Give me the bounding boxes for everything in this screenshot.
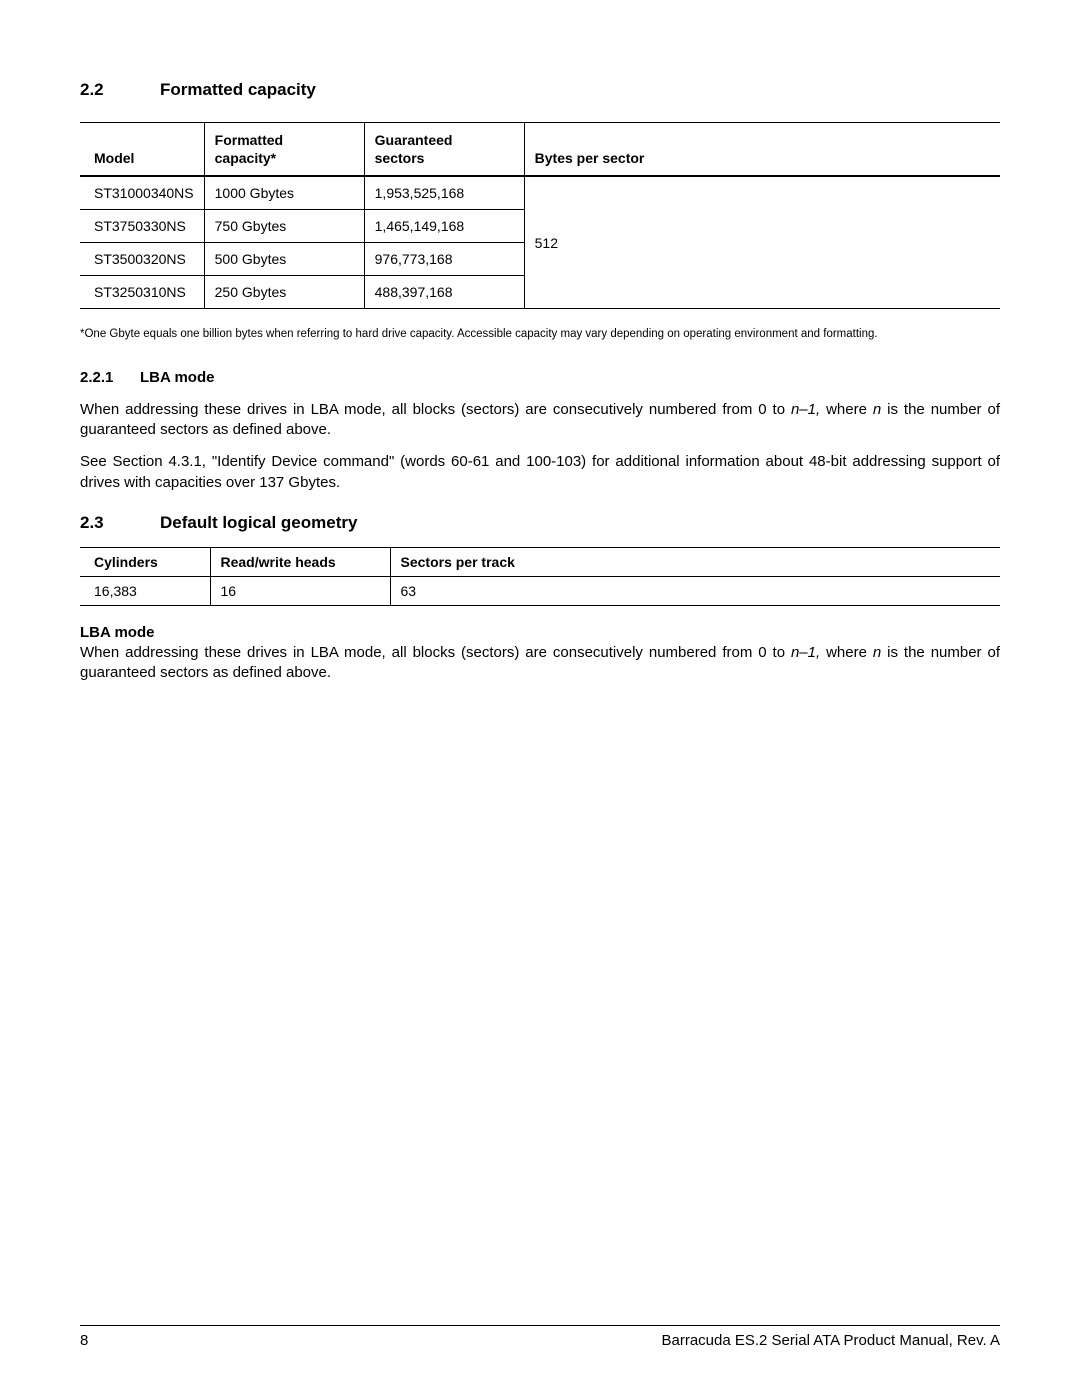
section-2-2-1-number: 2.2.1: [80, 369, 140, 386]
col-model-header: Model: [80, 123, 204, 177]
lba-para-pre: When addressing these drives in LBA mode…: [80, 401, 791, 418]
lba-para2-pre: When addressing these drives in LBA mode…: [80, 644, 791, 661]
lba-para2-n1: n–1,: [791, 644, 820, 661]
table-row: 16,383 16 63: [80, 576, 1000, 605]
cell-sectors: 976,773,168: [364, 243, 524, 276]
col-bps-header-text: Bytes per sector: [535, 149, 990, 167]
cell-capacity: 750 Gbytes: [204, 210, 364, 243]
page-number: 8: [80, 1332, 88, 1349]
cell-model: ST3750330NS: [80, 210, 204, 243]
see-section-paragraph: See Section 4.3.1, "Identify Device comm…: [80, 452, 1000, 493]
col-sectors-header-l2: sectors: [375, 149, 514, 167]
lba-paragraph-1: When addressing these drives in LBA mode…: [80, 400, 1000, 441]
section-2-2-1-heading: 2.2.1LBA mode: [80, 369, 1000, 386]
section-2-3-title: Default logical geometry: [160, 513, 357, 532]
cell-capacity: 250 Gbytes: [204, 276, 364, 309]
cell-sectors: 1,953,525,168: [364, 176, 524, 210]
cell-bytes-per-sector: 512: [524, 176, 1000, 309]
page-container: 2.2Formatted capacity Model Formatted ca…: [0, 0, 1080, 1397]
formatted-capacity-table: Model Formatted capacity* Guaranteed sec…: [80, 122, 1000, 309]
section-2-3-heading: 2.3Default logical geometry: [80, 513, 1000, 533]
col-capacity-header-l1: Formatted: [215, 131, 354, 149]
cell-sectors: 488,397,168: [364, 276, 524, 309]
section-2-2-1-title: LBA mode: [140, 369, 214, 386]
cell-capacity: 1000 Gbytes: [204, 176, 364, 210]
table-row: ST31000340NS 1000 Gbytes 1,953,525,168 5…: [80, 176, 1000, 210]
cell-capacity: 500 Gbytes: [204, 243, 364, 276]
capacity-footnote: *One Gbyte equals one billion bytes when…: [80, 327, 1000, 343]
section-2-2-number: 2.2: [80, 80, 160, 100]
lba-para-n1: n–1,: [791, 401, 820, 418]
lba-mode-heading-2: LBA mode: [80, 624, 1000, 641]
col-bps-header: Bytes per sector: [524, 123, 1000, 177]
section-2-2-title: Formatted capacity: [160, 80, 316, 99]
col-heads-header: Read/write heads: [210, 547, 390, 576]
table-header-row: Cylinders Read/write heads Sectors per t…: [80, 547, 1000, 576]
col-spt-header: Sectors per track: [390, 547, 1000, 576]
cell-sectors: 1,465,149,168: [364, 210, 524, 243]
lba-para-n: n: [873, 401, 881, 418]
cell-spt: 63: [390, 576, 1000, 605]
cell-model: ST31000340NS: [80, 176, 204, 210]
col-capacity-header: Formatted capacity*: [204, 123, 364, 177]
section-2-2-heading: 2.2Formatted capacity: [80, 80, 1000, 100]
col-cylinders-header: Cylinders: [80, 547, 210, 576]
page-footer: 8 Barracuda ES.2 Serial ATA Product Manu…: [80, 1325, 1000, 1349]
cell-model: ST3250310NS: [80, 276, 204, 309]
lba-para2-n: n: [873, 644, 881, 661]
col-model-header-text: Model: [94, 149, 194, 167]
col-sectors-header: Guaranteed sectors: [364, 123, 524, 177]
geometry-table: Cylinders Read/write heads Sectors per t…: [80, 547, 1000, 606]
table-header-row: Model Formatted capacity* Guaranteed sec…: [80, 123, 1000, 177]
manual-title: Barracuda ES.2 Serial ATA Product Manual…: [661, 1332, 1000, 1349]
section-2-3-number: 2.3: [80, 513, 160, 533]
lba-para2-mid: where: [820, 644, 873, 661]
col-capacity-header-l2: capacity*: [215, 149, 354, 167]
cell-cylinders: 16,383: [80, 576, 210, 605]
lba-paragraph-2: When addressing these drives in LBA mode…: [80, 643, 1000, 684]
cell-model: ST3500320NS: [80, 243, 204, 276]
col-sectors-header-l1: Guaranteed: [375, 131, 514, 149]
lba-para-mid: where: [820, 401, 873, 418]
cell-heads: 16: [210, 576, 390, 605]
